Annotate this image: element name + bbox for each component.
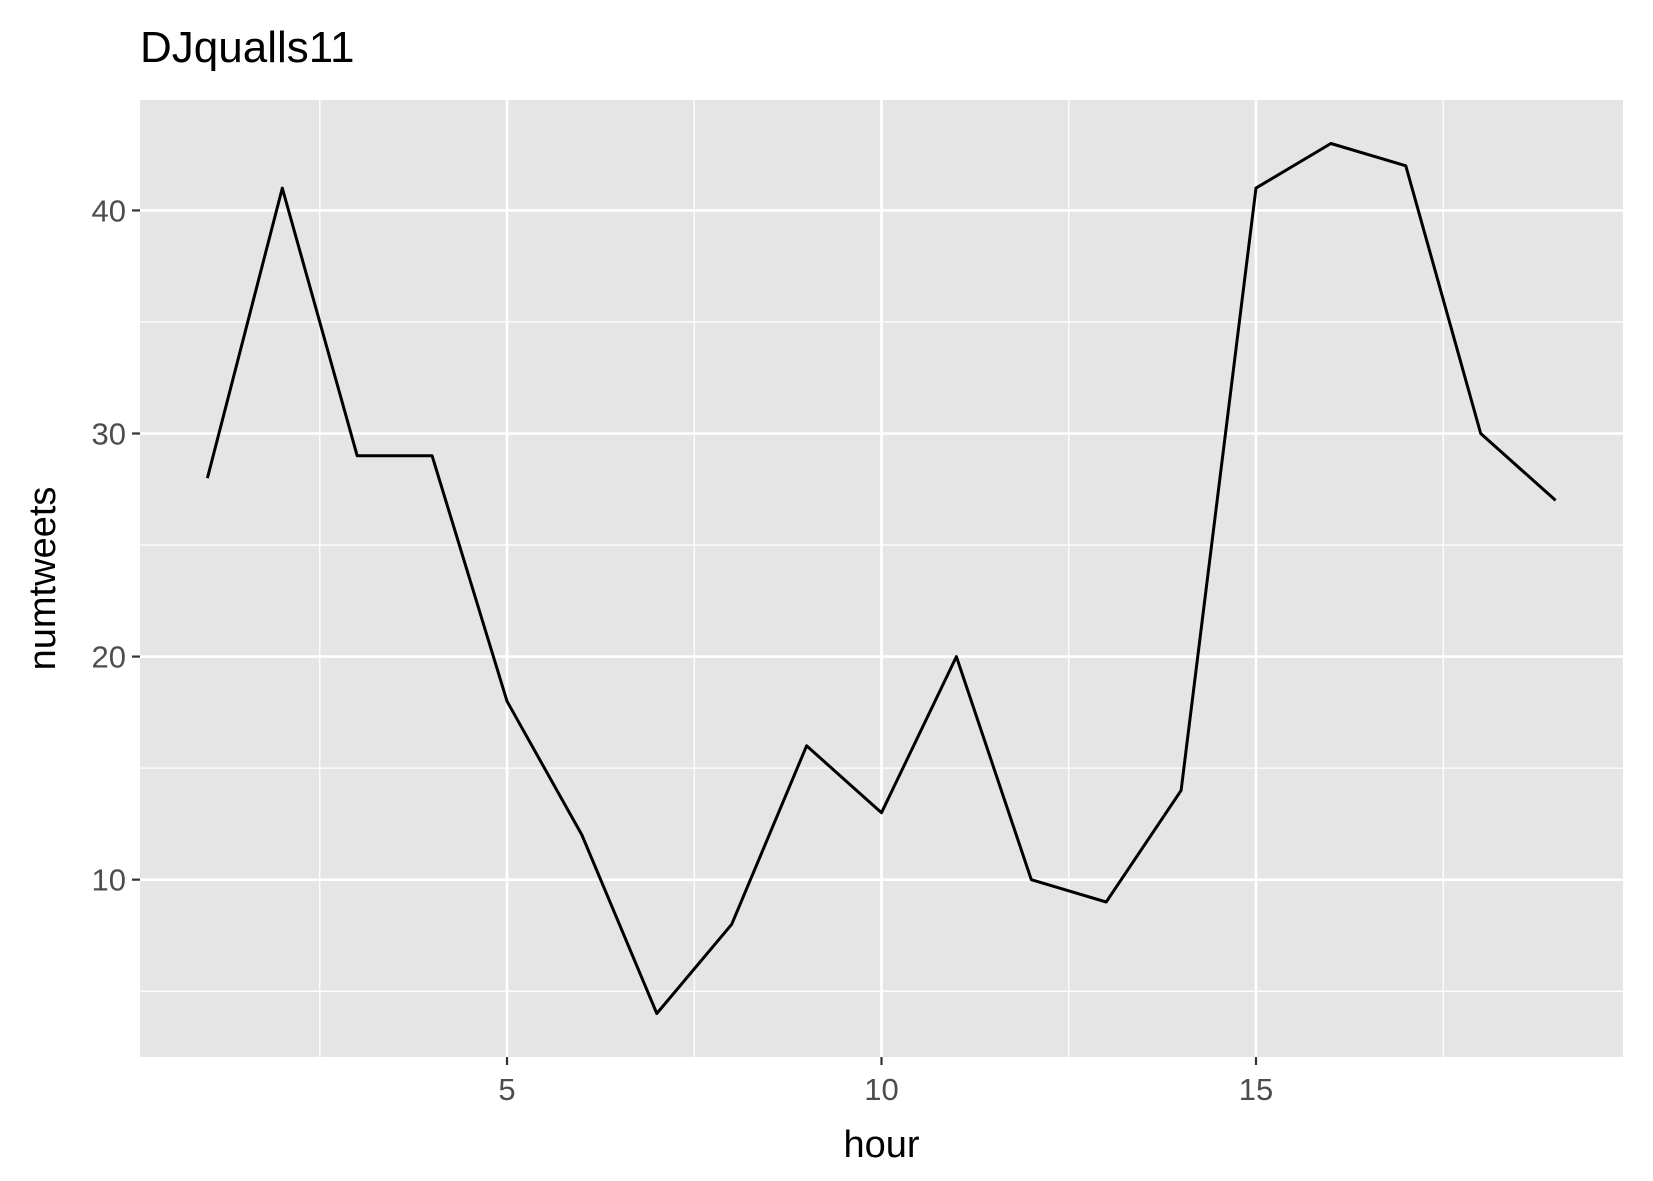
grid-lines [140, 100, 1623, 1057]
y-axis-title: numtweets [22, 487, 64, 671]
x-tick-label: 5 [498, 1072, 515, 1107]
x-axis-title: hour [843, 1124, 919, 1166]
x-tick-label: 15 [1239, 1072, 1273, 1107]
y-tick-label: 20 [92, 640, 126, 675]
series-layer [205, 142, 1557, 1015]
x-tick-label: 10 [864, 1072, 898, 1107]
chart-title: DJqualls11 [140, 23, 354, 72]
series-line [205, 142, 1557, 1015]
y-tick-label: 10 [92, 863, 126, 898]
y-tick-label: 30 [92, 417, 126, 452]
axes: 10 20 30 40 5 10 15 [92, 193, 1274, 1107]
y-tick-label: 40 [92, 193, 126, 228]
